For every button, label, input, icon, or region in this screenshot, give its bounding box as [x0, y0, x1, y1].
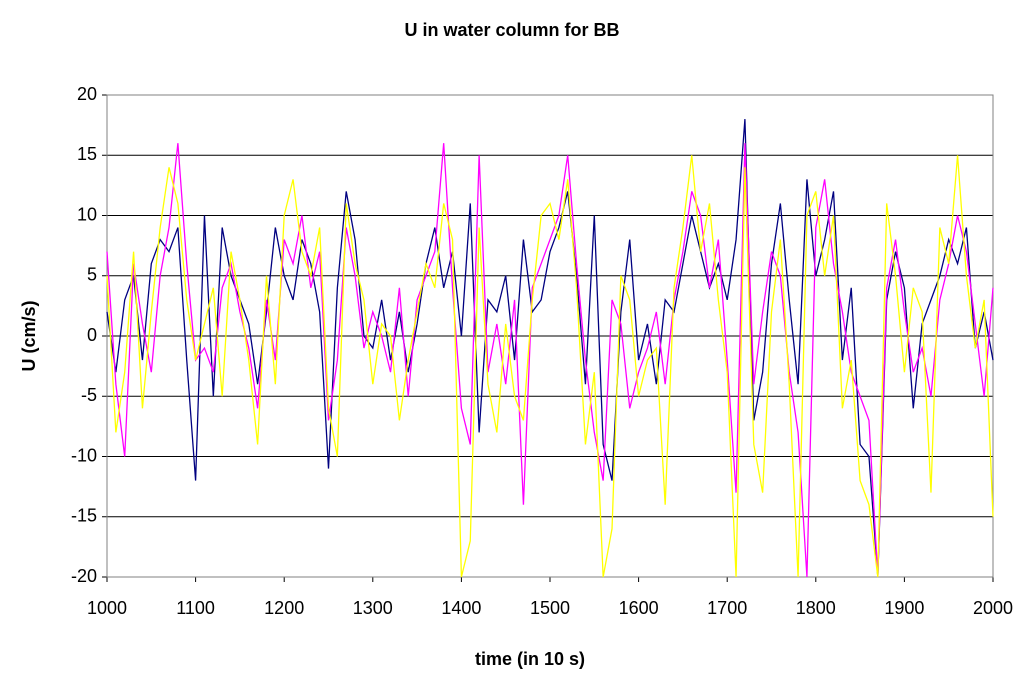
x-tick-label: 1200: [264, 598, 304, 618]
x-tick-label: 1700: [707, 598, 747, 618]
x-tick-label: 1600: [619, 598, 659, 618]
plot-border: [106, 94, 994, 578]
series-line: [106, 155, 994, 578]
y-tick-label: 5: [87, 265, 97, 285]
x-tick-label: 2000: [973, 598, 1013, 618]
y-tick-label: 0: [87, 325, 97, 345]
y-axis-label: U (cm/s): [19, 300, 39, 371]
x-tick-label: 1300: [353, 598, 393, 618]
x-tick-label: 1900: [884, 598, 924, 618]
x-axis-label: time (in 10 s): [475, 649, 585, 669]
x-tick-label: 1100: [176, 598, 215, 618]
x-tick-label: 1400: [441, 598, 481, 618]
x-tick-label: 1800: [796, 598, 836, 618]
y-tick-label: 10: [77, 204, 97, 224]
x-tick-label: 1500: [530, 598, 570, 618]
x-tick-label: 1000: [87, 598, 127, 618]
y-tick-label: -5: [81, 385, 97, 405]
y-tick-label: -10: [71, 445, 97, 465]
y-tick-label: 15: [77, 144, 97, 164]
y-tick-label: -15: [71, 506, 97, 526]
series-line: [106, 143, 994, 578]
chart-title: U in water column for BB: [404, 20, 619, 40]
y-tick-label: 20: [77, 84, 97, 104]
y-tick-label: -20: [71, 566, 97, 586]
series-line: [106, 119, 994, 578]
